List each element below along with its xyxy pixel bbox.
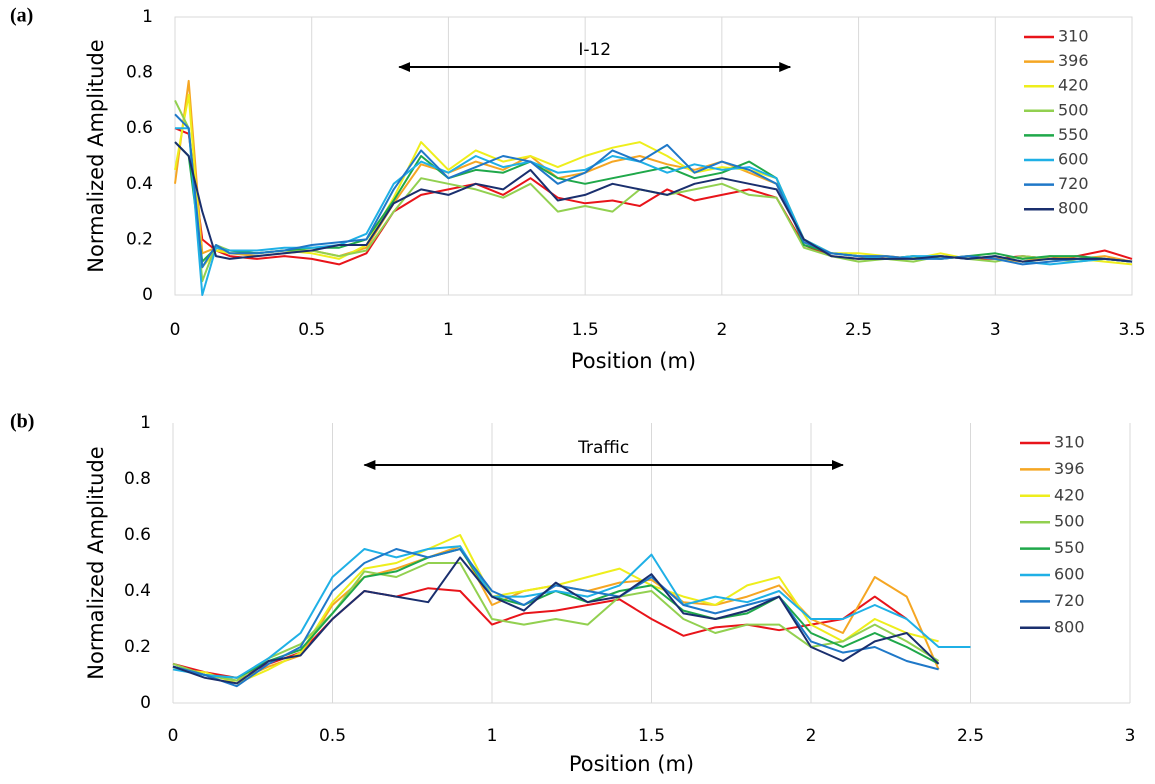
x-tick-label: 0	[170, 320, 181, 340]
y-tick-label: 0.2	[126, 229, 153, 249]
legend-label: 500	[1054, 512, 1085, 531]
x-tick-label: 0.5	[298, 320, 325, 340]
legend-label: 500	[1058, 100, 1089, 119]
series-line	[172, 534, 939, 685]
legend-label: 720	[1054, 591, 1085, 610]
legend-label: 800	[1058, 199, 1089, 218]
series-line	[174, 93, 1133, 269]
legend-label: 310	[1054, 433, 1085, 452]
legend-label: 800	[1054, 617, 1085, 636]
y-tick-label: 0.6	[126, 118, 153, 138]
legend-label: 600	[1054, 565, 1085, 584]
y-tick-label: 1	[140, 413, 151, 433]
x-tick-label: 1.5	[572, 320, 599, 340]
x-tick-label: 3.5	[1118, 320, 1145, 340]
y-tick-label: 0	[142, 285, 153, 305]
legend-label: 550	[1054, 538, 1085, 557]
y-tick-label: 0	[140, 693, 151, 713]
series-line	[172, 545, 971, 679]
x-tick-label: 2	[716, 320, 727, 340]
x-tick-label: 2.5	[957, 726, 984, 746]
y-axis-title: Normalized Amplitude	[84, 39, 108, 272]
legend-label: 420	[1058, 76, 1089, 95]
x-tick-label: 1.5	[638, 726, 665, 746]
x-tick-label: 3	[1125, 726, 1136, 746]
y-axis-title: Normalized Amplitude	[84, 446, 108, 679]
x-tick-label: 1	[443, 320, 454, 340]
legend-label: 396	[1058, 51, 1089, 70]
panel-label: (a)	[10, 5, 33, 27]
x-tick-label: 3	[990, 320, 1001, 340]
y-tick-label: 0.8	[126, 63, 153, 83]
x-tick-label: 2.5	[845, 320, 872, 340]
x-tick-label: 1	[487, 726, 498, 746]
annotation-label: I-12	[578, 40, 611, 60]
x-axis-title: Position (m)	[569, 752, 694, 776]
x-tick-label: 2	[806, 726, 817, 746]
legend-label: 550	[1058, 125, 1089, 144]
x-tick-label: 0.5	[319, 726, 346, 746]
series-line	[172, 556, 940, 685]
legend-label: 600	[1058, 150, 1089, 169]
y-tick-label: 0.4	[126, 174, 153, 194]
y-tick-label: 0.2	[124, 637, 151, 657]
x-axis-title: Position (m)	[571, 349, 696, 373]
series-line	[174, 141, 1133, 263]
legend-label: 310	[1058, 27, 1089, 46]
series-line	[172, 548, 939, 688]
x-tick-label: 0	[168, 726, 179, 746]
series-line	[174, 79, 1133, 263]
y-tick-label: 0.8	[124, 469, 151, 489]
panel-label: (b)	[10, 411, 34, 433]
y-tick-label: 0.4	[124, 581, 151, 601]
y-tick-label: 1	[142, 7, 153, 27]
series-line	[174, 113, 1133, 269]
annotation-label: Traffic	[577, 438, 629, 458]
legend-label: 396	[1054, 459, 1085, 478]
legend-label: 420	[1054, 485, 1085, 504]
y-tick-label: 0.6	[124, 525, 151, 545]
legend-label: 720	[1058, 174, 1089, 193]
